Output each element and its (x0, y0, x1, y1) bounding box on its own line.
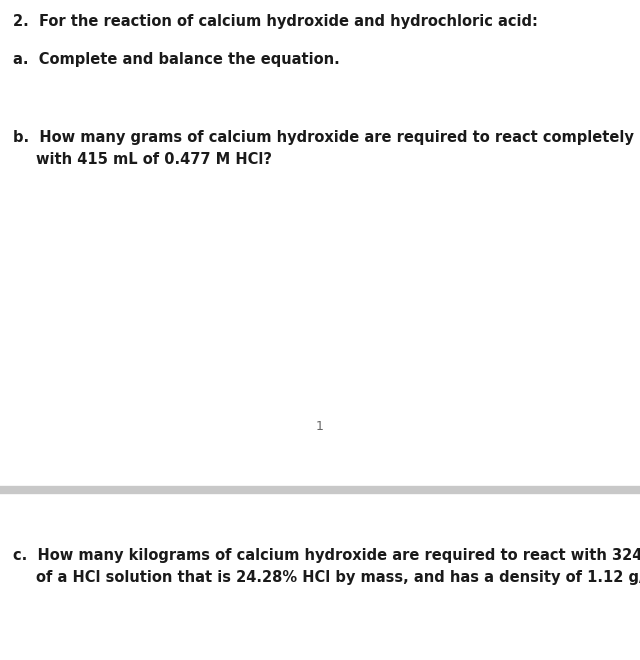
Text: 2.  For the reaction of calcium hydroxide and hydrochloric acid:: 2. For the reaction of calcium hydroxide… (13, 14, 538, 29)
Text: of a HCl solution that is 24.28% HCl by mass, and has a density of 1.12 g/mL: of a HCl solution that is 24.28% HCl by … (36, 570, 640, 585)
Text: b.  How many grams of calcium hydroxide are required to react completely: b. How many grams of calcium hydroxide a… (13, 130, 634, 145)
Text: 1: 1 (316, 420, 324, 433)
Text: a.  Complete and balance the equation.: a. Complete and balance the equation. (13, 52, 340, 67)
Text: with 415 mL of 0.477 M HCl?: with 415 mL of 0.477 M HCl? (36, 152, 272, 167)
Text: c.  How many kilograms of calcium hydroxide are required to react with 324 L: c. How many kilograms of calcium hydroxi… (13, 548, 640, 563)
